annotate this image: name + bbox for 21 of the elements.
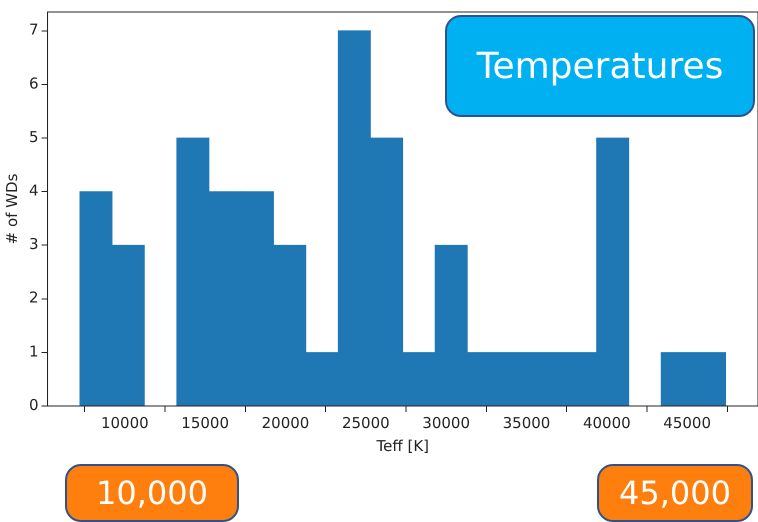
y-tick-label: 1 xyxy=(28,342,39,360)
x-tick-label: 45000 xyxy=(663,414,712,432)
x-tick-label: 35000 xyxy=(502,414,550,432)
x-tick-label: 40000 xyxy=(582,414,631,432)
x-axis-title: Teff [K] xyxy=(376,436,430,455)
y-tick-label: 3 xyxy=(28,235,39,254)
x-tick-label: 30000 xyxy=(422,414,470,432)
y-tick-label: 0 xyxy=(28,396,39,414)
text: 45,000 xyxy=(597,464,753,522)
y-tick-label: 6 xyxy=(28,74,39,92)
y-tick-label: 2 xyxy=(28,288,39,307)
x-tick-label: 25000 xyxy=(342,414,390,432)
y-axis-title: # of WDs xyxy=(2,173,21,244)
x-tick-label: 20000 xyxy=(262,414,310,432)
y-tick-label: 7 xyxy=(28,20,39,39)
text: 10,000 xyxy=(65,464,239,522)
y-tick-label: 4 xyxy=(28,181,39,200)
x-tick-label: 15000 xyxy=(181,414,230,432)
annotation: Temperatures xyxy=(445,15,755,117)
x-tick-label: 10000 xyxy=(100,414,149,432)
y-tick-label: 5 xyxy=(28,128,39,146)
